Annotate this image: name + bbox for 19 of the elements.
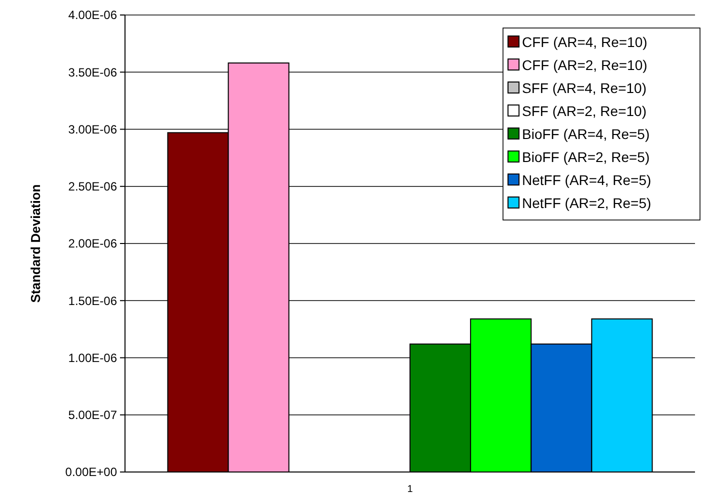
x-tick-label: 1 [407,484,414,495]
y-tick-label: 3.00E-06 [68,122,118,136]
y-tick-label: 4.00E-06 [68,8,118,22]
legend-label: BioFF (AR=2, Re=5) [522,148,650,165]
y-tick-label: 1.00E-06 [68,350,118,365]
y-tick-label: 1.50E-06 [68,294,118,308]
y-tick-label: 0.00E+00 [65,465,118,480]
y-axis-title: Standard Deviation [28,184,43,303]
legend-label: NetFF (AR=4, Re=5) [522,172,652,188]
legend-label: CFF (AR=2, Re=10) [522,56,648,73]
legend-label: SFF (AR=2, Re=10) [522,102,646,119]
legend-label: NetFF (AR=2, Re=5) [522,194,652,211]
y-tick-label: 2.50E-06 [68,180,118,194]
y-tick-label: 2.00E-06 [68,236,118,251]
legend-label: BioFF (AR=4, Re=5) [522,126,650,142]
y-tick-label: 3.50E-06 [68,65,118,80]
y-tick-label: 5.00E-07 [68,408,118,422]
legend-label: CFF (AR=4, Re=10) [522,34,648,50]
legend-label: SFF (AR=4, Re=10) [522,80,646,96]
